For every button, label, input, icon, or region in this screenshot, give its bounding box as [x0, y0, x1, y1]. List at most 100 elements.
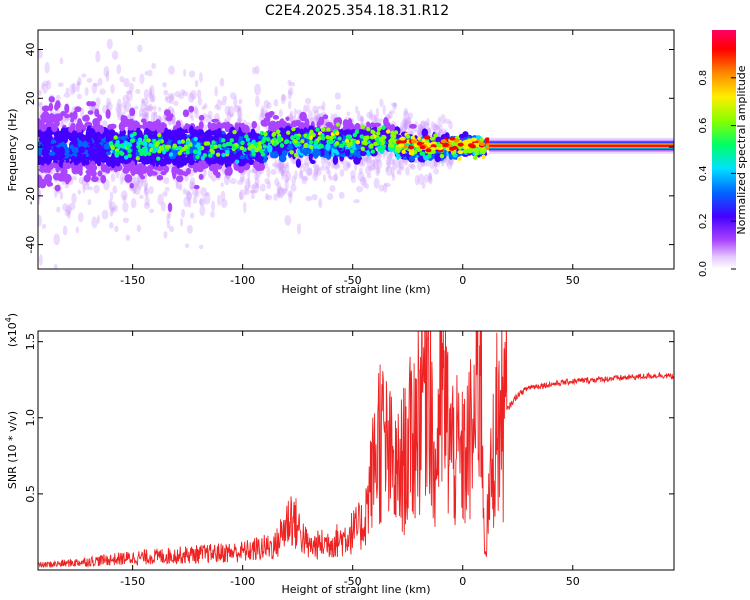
heat-cell — [110, 144, 115, 150]
heat-cell — [262, 144, 267, 149]
heat-cell — [167, 211, 172, 219]
heat-cell — [417, 160, 423, 171]
heat-cell — [239, 176, 245, 183]
heat-cell — [285, 170, 292, 182]
heat-cell — [119, 123, 124, 130]
heat-cell — [466, 149, 473, 154]
heat-cell — [91, 216, 98, 229]
heat-cell — [132, 131, 137, 136]
heat-cell — [405, 120, 411, 125]
heat-cell — [95, 97, 101, 107]
colorbar-tick-label: 0.0 — [698, 261, 709, 277]
heat-cell — [193, 149, 198, 154]
heat-cell — [290, 183, 297, 192]
heat-cell — [168, 152, 174, 157]
heat-cell — [337, 163, 341, 169]
heat-cell — [189, 177, 196, 186]
heat-cell — [335, 104, 342, 111]
heat-cell — [373, 158, 380, 170]
heat-cell — [134, 184, 141, 196]
heat-cell — [281, 149, 288, 157]
heat-cell — [38, 196, 41, 205]
heat-cell — [315, 127, 320, 132]
heat-cell — [311, 194, 318, 201]
heat-cell — [358, 167, 363, 175]
heat-cell — [376, 126, 382, 132]
heat-cell — [426, 161, 432, 167]
heat-cell — [65, 87, 70, 94]
svg-text:(x104): (x104) — [4, 313, 19, 347]
heat-cell — [142, 151, 148, 157]
heat-cell — [400, 125, 407, 132]
heat-cell — [391, 134, 397, 139]
heat-cell — [135, 129, 143, 139]
heat-cell — [360, 115, 364, 125]
heat-cell — [388, 153, 393, 159]
heat-cell — [138, 108, 144, 116]
x-tick-label: -150 — [120, 575, 145, 588]
heat-cell — [138, 140, 144, 145]
heat-cell — [396, 168, 401, 173]
heat-cell — [287, 190, 293, 198]
heat-cell — [86, 77, 93, 83]
heat-cell — [157, 194, 164, 206]
snr-y-ticks: 0.51.01.5 — [24, 333, 674, 503]
heat-cell — [325, 142, 331, 151]
heat-cell — [155, 141, 160, 146]
heat-cell — [197, 150, 202, 156]
colorbar-gradient — [712, 30, 736, 269]
heat-cell — [244, 177, 250, 190]
heat-cell — [389, 124, 395, 132]
heat-cell — [67, 208, 71, 220]
heat-cell — [350, 169, 356, 179]
heat-cell — [143, 134, 149, 139]
heat-cell — [338, 191, 345, 199]
heat-cell — [134, 105, 139, 110]
heat-cell — [393, 102, 397, 108]
heat-cell — [230, 92, 237, 100]
heat-cell — [168, 94, 175, 105]
heat-cell — [258, 113, 264, 122]
heat-cell — [68, 202, 76, 211]
snr-frame — [37, 330, 675, 571]
y-tick-label: -20 — [24, 187, 37, 205]
heat-cell — [40, 83, 45, 90]
heat-cell — [253, 160, 259, 169]
heat-cell — [392, 163, 397, 171]
heat-cell — [109, 209, 114, 217]
heat-cell — [109, 191, 114, 201]
heat-cell — [211, 200, 216, 212]
heat-cell — [345, 134, 351, 139]
heat-cell — [94, 144, 102, 149]
heat-cell — [438, 128, 444, 135]
heat-cell — [396, 171, 402, 176]
heat-cell — [199, 72, 203, 83]
heat-cell — [398, 158, 402, 169]
heat-cell — [192, 188, 199, 197]
heat-cell — [102, 155, 110, 163]
heat-cell — [151, 62, 157, 69]
heat-cell — [114, 225, 119, 233]
heat-cell — [146, 105, 154, 111]
heat-cell — [122, 194, 127, 203]
heat-cell — [259, 130, 265, 136]
heat-cell — [139, 194, 144, 200]
heat-cell — [210, 210, 215, 218]
heat-cell — [306, 167, 313, 176]
heat-cell — [479, 137, 484, 143]
y-tick-label: -40 — [24, 236, 37, 254]
heat-cell — [224, 105, 231, 116]
x-tick-label: 0 — [459, 274, 466, 287]
y-tick-label: 1.0 — [24, 409, 37, 427]
heat-cell — [283, 188, 288, 194]
heat-cell — [125, 90, 133, 95]
heat-cell — [259, 148, 264, 154]
x-tick-label: 0 — [459, 575, 466, 588]
heat-cell — [147, 156, 153, 164]
heat-cell — [211, 118, 220, 123]
heat-cell — [385, 129, 391, 134]
heat-cell — [382, 135, 387, 140]
heat-cell — [106, 38, 113, 50]
heat-cell — [427, 128, 432, 138]
heat-cell — [178, 94, 184, 100]
